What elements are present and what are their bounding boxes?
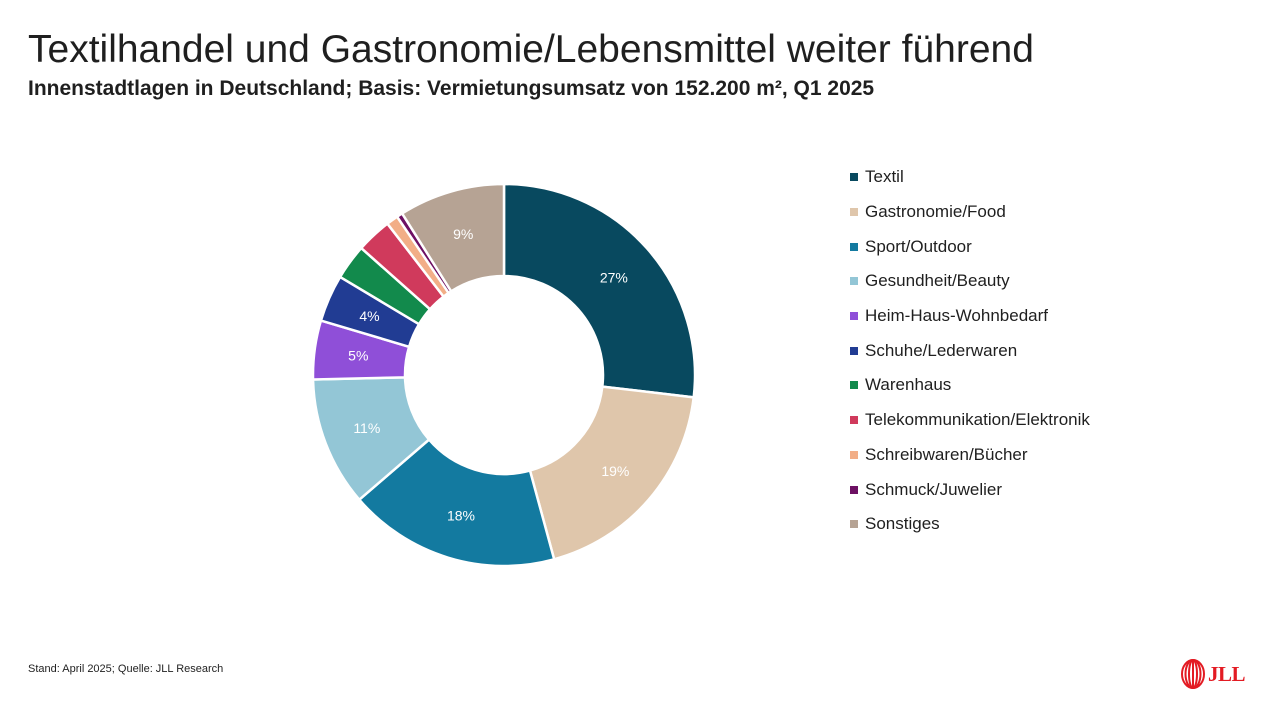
page-title: Textilhandel und Gastronomie/Lebensmitte… <box>28 28 1034 71</box>
legend-label: Telekommunikation/Elektronik <box>865 410 1090 430</box>
legend-swatch <box>850 520 858 529</box>
legend-label: Warenhaus <box>865 375 952 395</box>
data-label: 9% <box>453 226 473 242</box>
data-label: 11% <box>353 420 380 436</box>
legend-swatch <box>850 450 858 459</box>
legend-item: Schuhe/Lederwaren <box>850 333 1090 368</box>
legend-item: Warenhaus <box>850 368 1090 403</box>
slice-gastronomie-food <box>528 385 696 561</box>
jll-logo-icon <box>1181 659 1205 689</box>
legend-label: Textil <box>865 167 904 187</box>
source-footnote: Stand: April 2025; Quelle: JLL Research <box>28 663 224 675</box>
jll-logo-text: JLL <box>1208 661 1246 686</box>
legend-label: Schmuck/Juwelier <box>865 479 1002 499</box>
legend-swatch <box>850 208 858 217</box>
legend-swatch <box>850 485 858 494</box>
legend-item: Schmuck/Juwelier <box>850 472 1090 507</box>
legend-swatch <box>850 173 858 182</box>
legend-swatch <box>850 346 858 355</box>
jll-logo: JLL <box>1181 659 1246 689</box>
legend-swatch <box>850 312 858 321</box>
legend-item: Sonstiges <box>850 507 1090 542</box>
legend-label: Schreibwaren/Bücher <box>865 444 1028 464</box>
chart-legend: Textil Gastronomie/Food Sport/Outdoor Gesun… <box>850 160 1090 542</box>
data-label: 19% <box>601 463 629 479</box>
legend-item: Telekommunikation/Elektronik <box>850 403 1090 438</box>
legend-label: Sonstiges <box>865 514 940 534</box>
legend-swatch <box>850 416 858 425</box>
data-label: 27% <box>600 269 628 285</box>
legend-label: Schuhe/Lederwaren <box>865 340 1018 360</box>
slice-sport-outdoor <box>357 437 556 568</box>
slice-sonstiges <box>400 182 506 293</box>
data-label: 18% <box>447 508 475 524</box>
legend-label: Gastronomie/Food <box>865 202 1006 222</box>
legend-item: Heim-Haus-Wohnbedarf <box>850 299 1090 334</box>
legend-item: Gastronomie/Food <box>850 195 1090 230</box>
data-label: 5% <box>348 348 368 364</box>
legend-label: Gesundheit/Beauty <box>865 271 1010 291</box>
legend-item: Sport/Outdoor <box>850 229 1090 264</box>
legend-swatch <box>850 381 858 390</box>
legend-item: Schreibwaren/Bücher <box>850 438 1090 473</box>
legend-label: Heim-Haus-Wohnbedarf <box>865 306 1048 326</box>
legend-item: Textil <box>850 160 1090 195</box>
page-subtitle: Innenstadtlagen in Deutschland; Basis: V… <box>28 77 875 100</box>
slice-textil <box>502 182 697 399</box>
legend-swatch <box>850 277 858 286</box>
legend-swatch <box>850 242 858 251</box>
legend-label: Sport/Outdoor <box>865 236 972 256</box>
data-label: 4% <box>359 308 379 324</box>
legend-item: Gesundheit/Beauty <box>850 264 1090 299</box>
